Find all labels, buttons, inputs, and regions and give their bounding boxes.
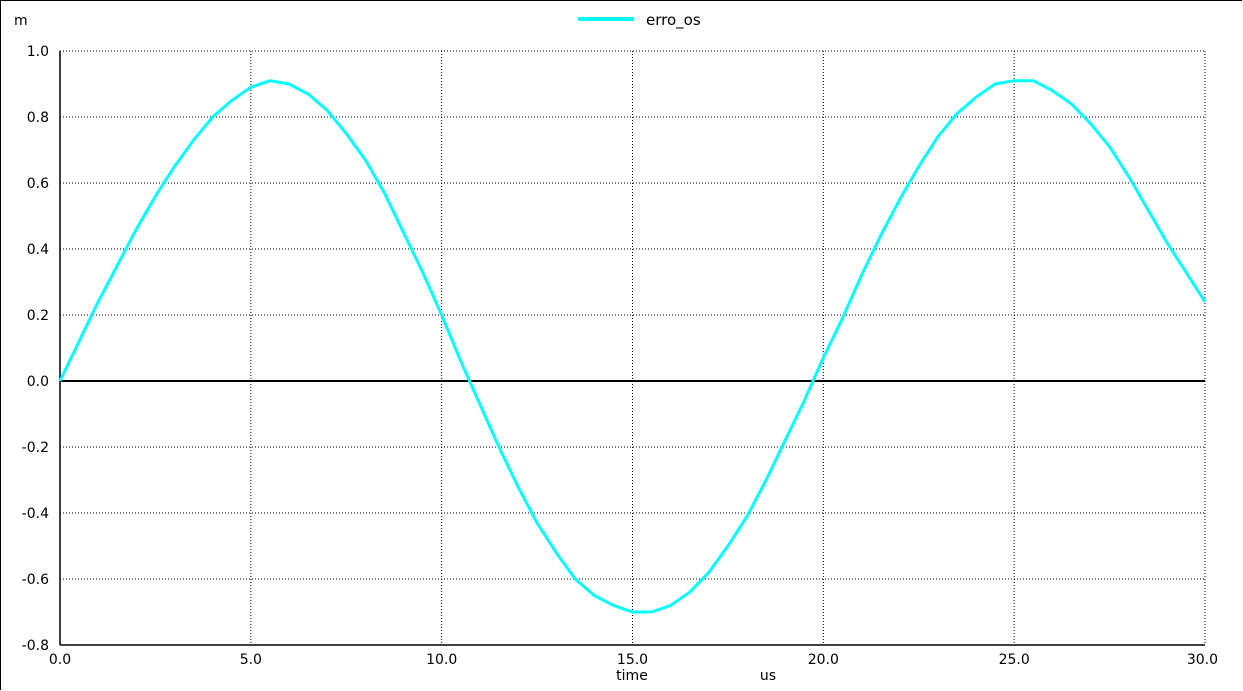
grid-lines	[60, 50, 1206, 645]
y-tick-label: -0.2	[22, 440, 49, 456]
y-tick-label: 0.8	[27, 110, 49, 126]
x-tick-labels: 0.0 5.0 10.0 15.0 20.0 25.0 30.0	[49, 652, 1218, 668]
y-tick-label: 0.4	[27, 242, 49, 258]
x-tick-label: 10.0	[426, 652, 457, 668]
y-unit-label: m	[14, 13, 28, 29]
legend-label: erro_os	[646, 11, 701, 30]
y-tick-label: 1.0	[27, 44, 49, 60]
y-tick-label: 0.6	[27, 176, 49, 192]
y-tick-label: 0.0	[27, 374, 49, 390]
x-tick-label: 15.0	[617, 652, 648, 668]
x-tick-label: 5.0	[240, 652, 262, 668]
legend: erro_os	[578, 11, 701, 30]
y-tick-label: -0.8	[22, 638, 49, 654]
y-tick-label: 0.2	[27, 308, 49, 324]
x-tick-label: 0.0	[49, 652, 71, 668]
x-unit-label: us	[760, 668, 776, 684]
axes	[59, 51, 1205, 646]
x-axis-label: time	[616, 668, 648, 684]
series-line-erro_os	[58, 79, 1207, 614]
y-tick-label: -0.4	[22, 506, 49, 522]
x-tick-label: 20.0	[808, 652, 839, 668]
x-tick-label: 30.0	[1187, 652, 1218, 668]
series-lines	[58, 79, 1207, 614]
x-tick-label: 25.0	[999, 652, 1030, 668]
y-tick-labels: 1.0 0.8 0.6 0.4 0.2 0.0 -0.2 -0.4 -0.6 -0.8	[22, 44, 49, 654]
y-tick-label: -0.6	[22, 572, 49, 588]
